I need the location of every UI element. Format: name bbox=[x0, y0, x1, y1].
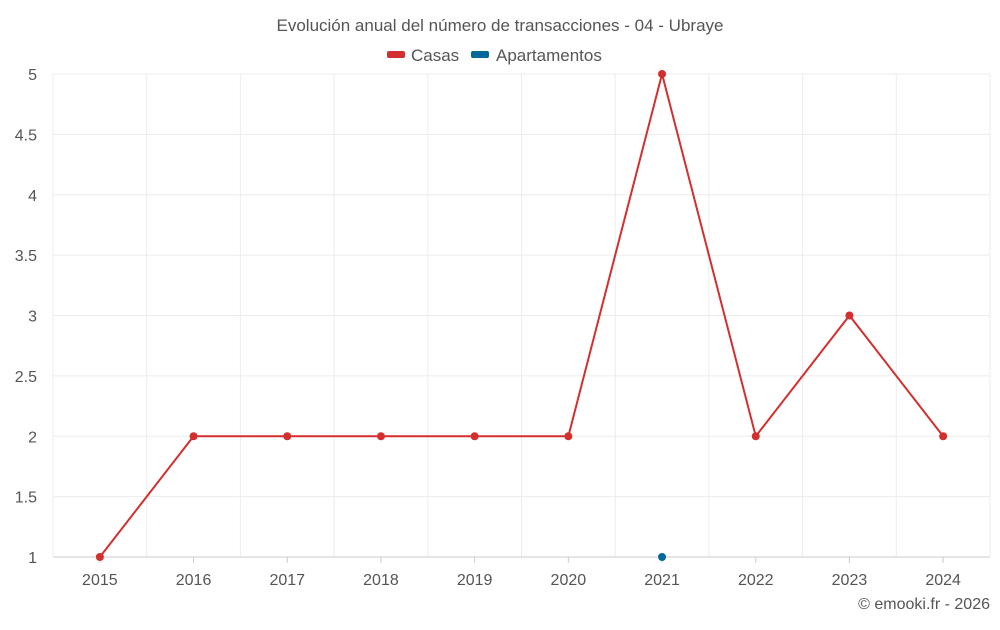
legend: Casas Apartamentos bbox=[387, 46, 602, 65]
series bbox=[95, 70, 948, 561]
y-tick-label: 1.5 bbox=[15, 490, 37, 507]
x-tick-label: 2024 bbox=[925, 572, 961, 589]
x-tick-label: 2020 bbox=[551, 572, 587, 589]
chart-title: Evolución anual del número de transaccio… bbox=[277, 16, 724, 35]
data-point-casas[interactable] bbox=[189, 432, 198, 441]
y-tick-label: 5 bbox=[28, 67, 37, 84]
legend-item-apartamentos[interactable]: Apartamentos bbox=[471, 46, 602, 65]
y-tick-label: 3 bbox=[28, 309, 37, 326]
legend-swatch-apartamentos bbox=[471, 51, 489, 58]
series-line-casas bbox=[99, 73, 944, 558]
data-point-casas[interactable] bbox=[283, 432, 292, 441]
x-tick-label: 2016 bbox=[176, 572, 212, 589]
y-tick-label: 4 bbox=[28, 188, 37, 205]
grid bbox=[52, 73, 991, 557]
legend-label-apartamentos: Apartamentos bbox=[496, 46, 602, 65]
x-tick-label: 2022 bbox=[738, 572, 774, 589]
y-tick-label: 2.5 bbox=[15, 369, 37, 386]
legend-label-casas: Casas bbox=[411, 46, 459, 65]
x-tick-label: 2023 bbox=[832, 572, 868, 589]
x-tick-label: 2019 bbox=[457, 572, 493, 589]
x-tick-label: 2017 bbox=[269, 572, 305, 589]
credit-text: © emooki.fr - 2026 bbox=[858, 596, 990, 613]
x-tick-label: 2018 bbox=[363, 572, 399, 589]
y-tick-label: 1 bbox=[28, 550, 37, 567]
data-point-casas[interactable] bbox=[470, 432, 479, 441]
data-point-casas[interactable] bbox=[751, 432, 760, 441]
x-tick-label: 2021 bbox=[644, 572, 680, 589]
data-point-apartamentos[interactable] bbox=[658, 553, 667, 561]
data-point-casas[interactable] bbox=[658, 70, 667, 78]
series-casas bbox=[95, 70, 948, 561]
y-tick-label: 4.5 bbox=[15, 127, 37, 144]
y-tick-label: 2 bbox=[28, 429, 37, 446]
data-point-casas[interactable] bbox=[845, 311, 854, 320]
data-point-casas[interactable] bbox=[564, 432, 573, 441]
legend-item-casas[interactable]: Casas bbox=[387, 46, 459, 65]
data-point-casas[interactable] bbox=[95, 553, 104, 561]
series-apartamentos bbox=[658, 553, 667, 561]
legend-swatch-casas bbox=[387, 51, 405, 58]
data-point-casas[interactable] bbox=[376, 432, 385, 441]
y-tick-label: 3.5 bbox=[15, 248, 37, 265]
axes: 1 1.5 2 2.5 3 3.5 4 4.5 5 2015 2016 2017 2018 2019 202… bbox=[15, 67, 990, 589]
x-tick-label: 2015 bbox=[82, 572, 118, 589]
data-point-casas[interactable] bbox=[939, 432, 948, 441]
